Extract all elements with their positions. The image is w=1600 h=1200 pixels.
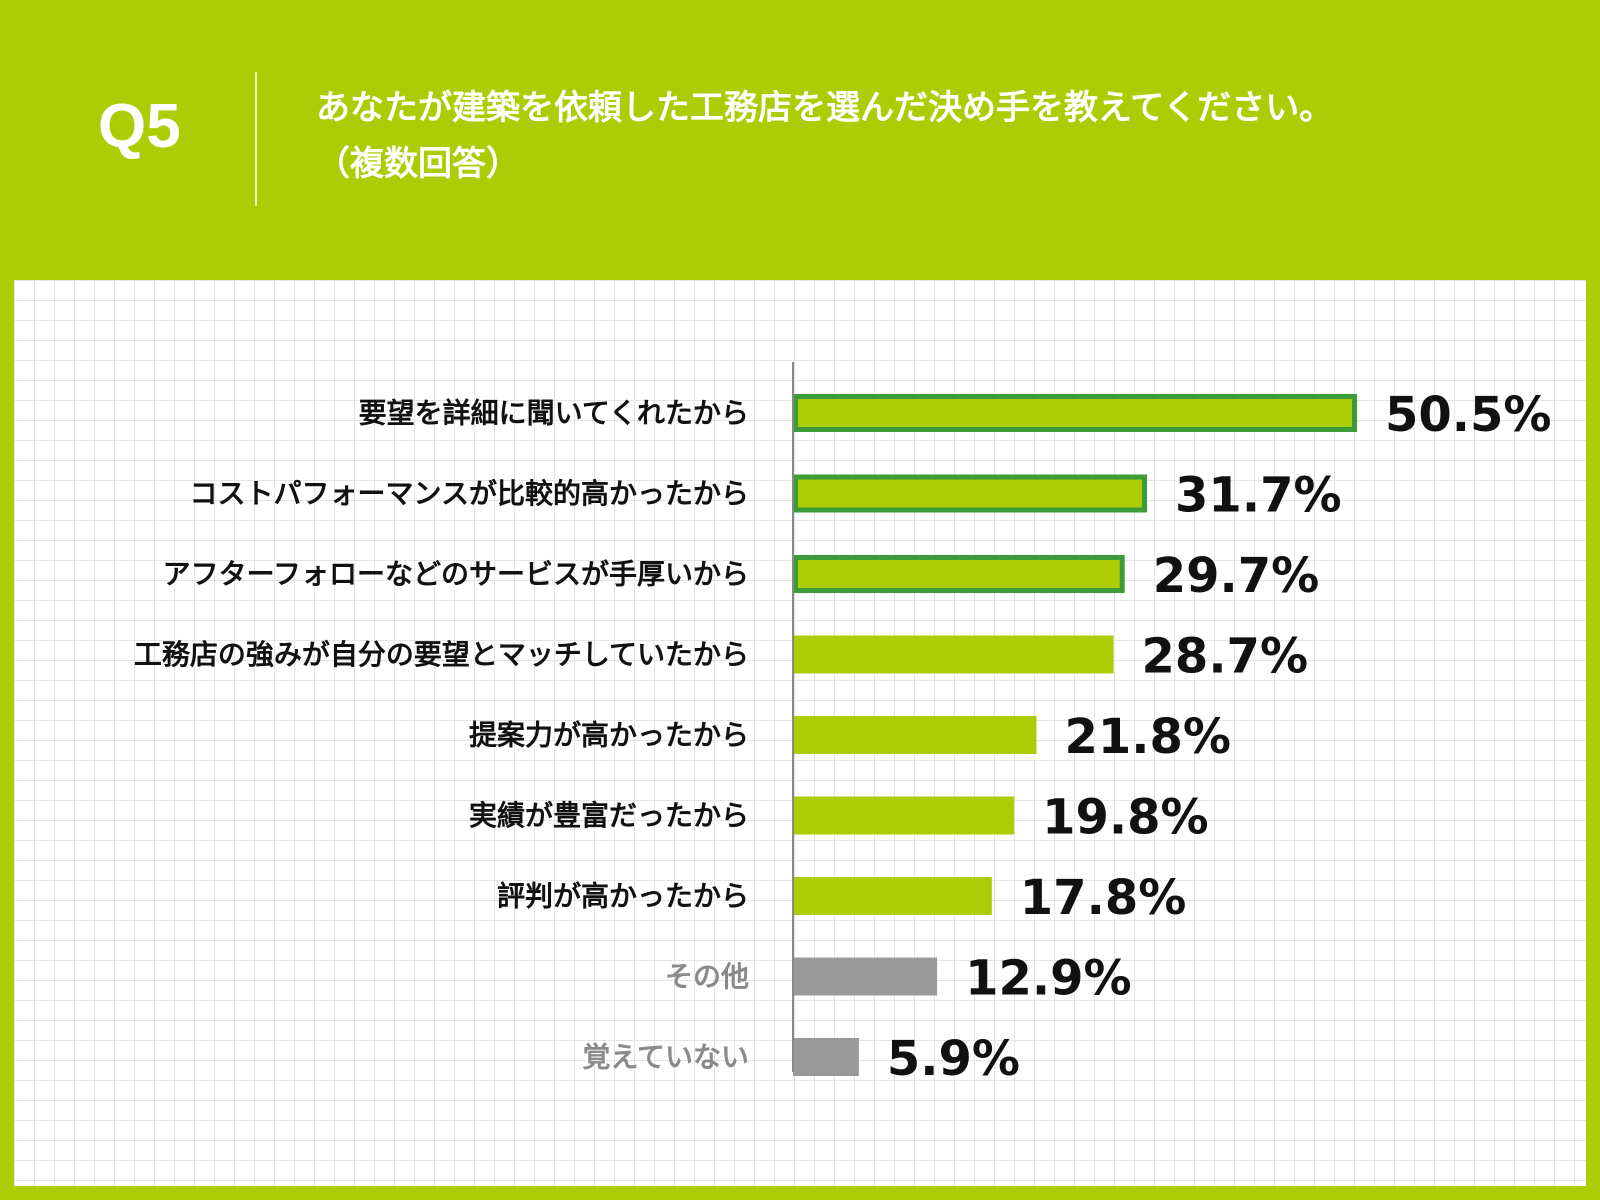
- question-line-2: （複数回答）: [316, 144, 520, 184]
- value-label: 31.7%: [1175, 468, 1342, 524]
- bar: [793, 635, 1114, 674]
- category-label: 覚えていない: [582, 1041, 749, 1074]
- bar: [793, 394, 1357, 432]
- bar: [793, 796, 1015, 835]
- question-line-1: あなたが建築を依頼した工務店を選んだ決め手を教えてください。: [316, 88, 1334, 128]
- value-label: 17.8%: [1020, 870, 1187, 926]
- category-label: 実績が豊富だったから: [469, 799, 749, 832]
- bar: [793, 1038, 859, 1076]
- bar-chart: 要望を詳細に聞いてくれたから 50.5% コストパフォーマンスが比較的高かったから 3…: [134, 362, 1552, 1087]
- value-label: 19.8%: [1042, 790, 1209, 846]
- bar: [793, 877, 992, 915]
- value-label: 29.7%: [1153, 548, 1320, 604]
- question-text: あなたが建築を依頼した工務店を選んだ決め手を教えてください。 （複数回答）: [316, 80, 1566, 192]
- bar: [793, 957, 938, 996]
- category-label: 提案力が高かったから: [469, 719, 749, 752]
- bar: [793, 716, 1037, 754]
- question-number: Q5: [98, 92, 181, 161]
- category-label: アフターフォローなどのサービスが手厚いから: [163, 558, 749, 591]
- category-label: 評判が高かったから: [497, 880, 749, 913]
- bar: [793, 474, 1148, 513]
- value-label: 28.7%: [1142, 629, 1309, 685]
- value-label: 5.9%: [887, 1031, 1020, 1087]
- value-label: 21.8%: [1064, 709, 1231, 765]
- category-label: 工務店の強みが自分の要望とマッチしていたから: [134, 638, 749, 671]
- header-divider: [255, 72, 257, 206]
- chart-panel: 要望を詳細に聞いてくれたから 50.5% コストパフォーマンスが比較的高かったから 3…: [14, 280, 1586, 1186]
- bar: [793, 555, 1125, 593]
- category-label: 要望を詳細に聞いてくれたから: [359, 397, 749, 430]
- value-label: 50.5%: [1385, 387, 1552, 443]
- category-label: コストパフォーマンスが比較的高かったから: [190, 477, 749, 510]
- category-label: その他: [665, 960, 749, 993]
- value-label: 12.9%: [965, 951, 1132, 1007]
- question-header: Q5 あなたが建築を依頼した工務店を選んだ決め手を教えてください。 （複数回答）: [0, 0, 1600, 280]
